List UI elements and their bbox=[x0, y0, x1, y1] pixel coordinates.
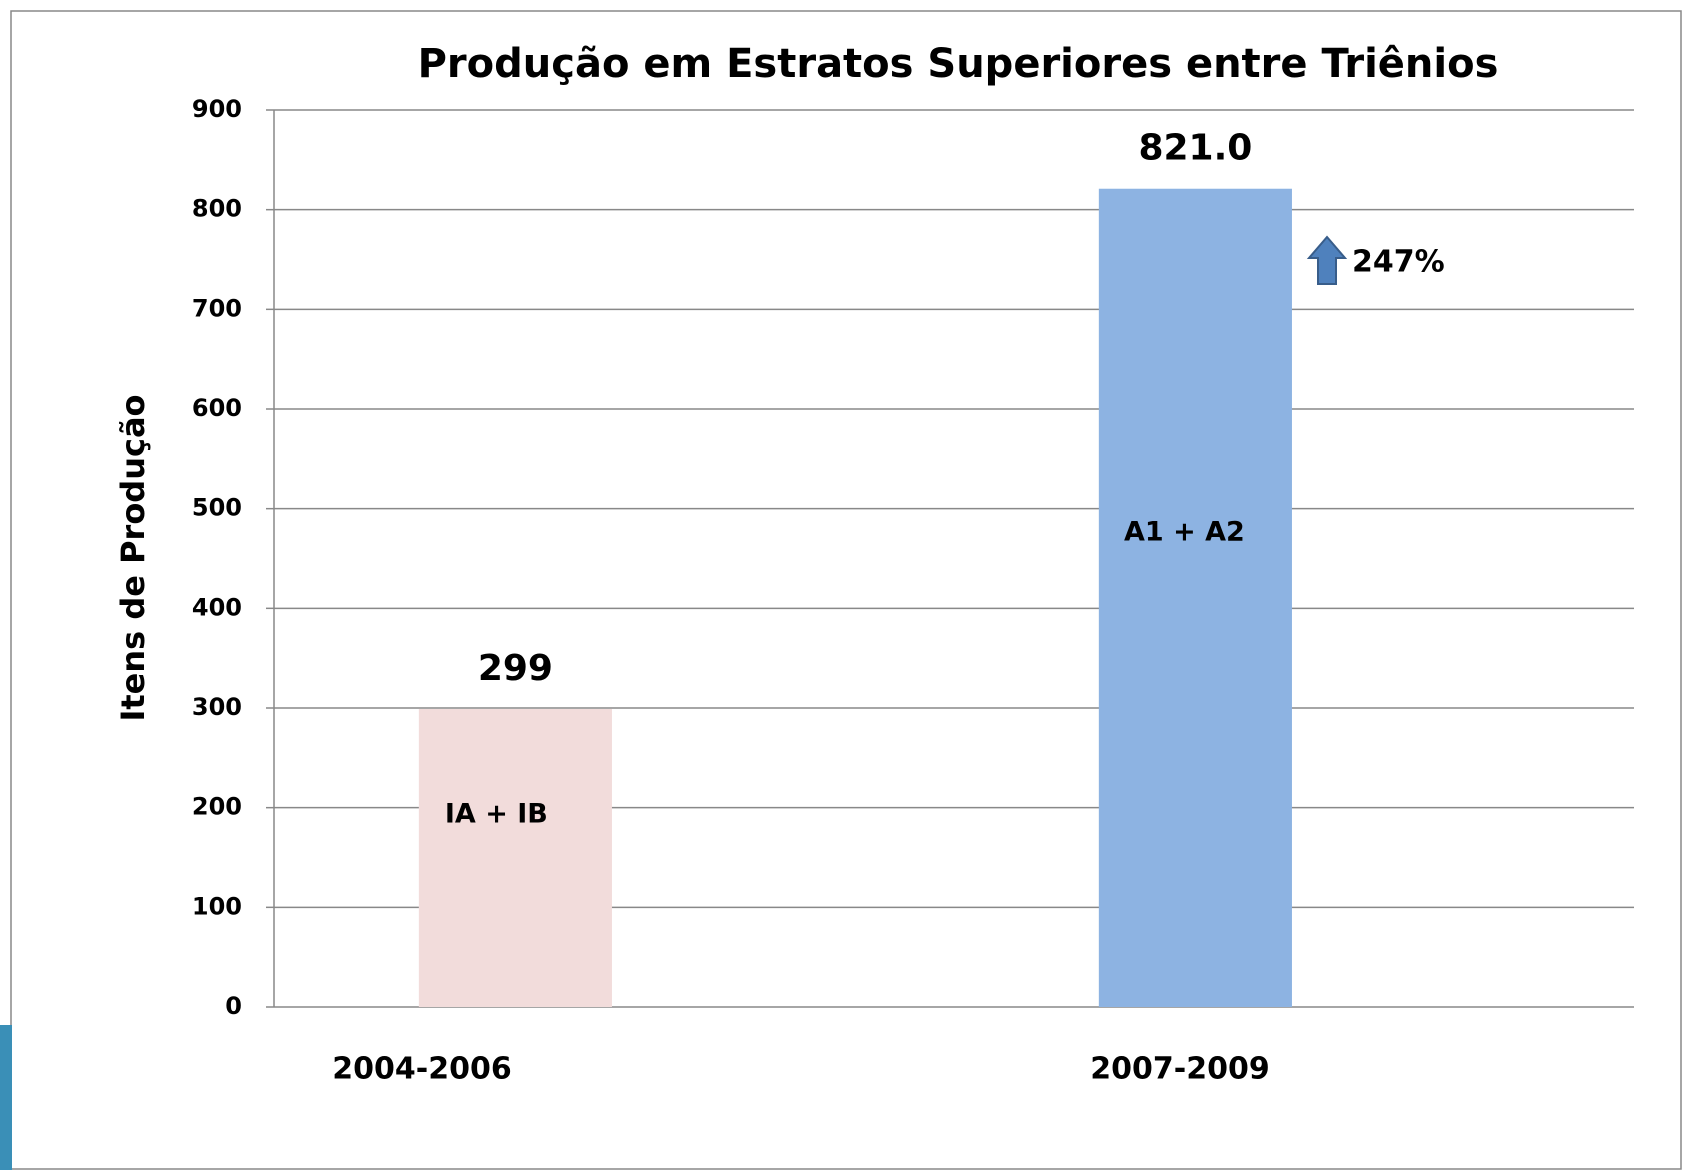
y-tick-label: 100 bbox=[192, 892, 242, 920]
y-tick-label: 600 bbox=[192, 394, 242, 422]
y-tick-label: 700 bbox=[192, 294, 242, 322]
bar-label: A1 + A2 bbox=[1124, 517, 1245, 548]
bar bbox=[1098, 188, 1292, 1007]
value-label: 299 bbox=[478, 648, 553, 689]
y-tick-label: 300 bbox=[192, 693, 242, 721]
y-tick-label: 800 bbox=[192, 195, 242, 223]
bar-label: IA + IB bbox=[445, 799, 548, 830]
up-arrow bbox=[1306, 235, 1348, 285]
annotation: 247% bbox=[1352, 245, 1445, 280]
y-tick-label: 0 bbox=[225, 992, 242, 1020]
x-tick-label: 2007-2009 bbox=[1090, 1052, 1269, 1087]
x-tick-label: 2004-2006 bbox=[332, 1052, 511, 1087]
y-tick-label: 200 bbox=[192, 793, 242, 821]
y-tick-label: 500 bbox=[192, 494, 242, 522]
y-tick-label: 900 bbox=[192, 95, 242, 123]
value-label: 821.0 bbox=[1138, 128, 1252, 169]
decoration bbox=[0, 1025, 12, 1170]
chart-title: Produção em Estratos Superiores entre Tr… bbox=[418, 41, 1499, 87]
y-axis-label: Itens de Produção bbox=[114, 394, 152, 721]
y-tick-label: 400 bbox=[192, 593, 242, 621]
chart-frame bbox=[10, 10, 1682, 1170]
bar bbox=[418, 708, 612, 1007]
